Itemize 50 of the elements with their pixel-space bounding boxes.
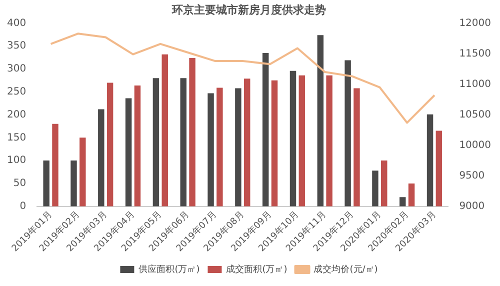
y2-tick-label: 9000 xyxy=(459,200,485,212)
bar xyxy=(98,109,104,206)
bar xyxy=(152,78,160,206)
y-tick-label: 150 xyxy=(6,132,26,144)
bar xyxy=(216,88,223,206)
bar xyxy=(426,114,434,206)
y2-tick-label: 11500 xyxy=(459,48,491,60)
y-tick-label: 0 xyxy=(20,200,26,212)
y2-tick-label: 10000 xyxy=(459,140,491,151)
y-tick-label: 200 xyxy=(6,109,26,120)
legend-label: 成交均价(元/㎡) xyxy=(314,264,378,275)
bar xyxy=(298,75,306,206)
y2-tick-label: 11000 xyxy=(459,78,491,90)
bar xyxy=(52,124,58,206)
bar xyxy=(290,70,296,206)
bar xyxy=(408,183,415,206)
bar xyxy=(317,35,324,206)
bar xyxy=(70,160,77,206)
bar xyxy=(208,93,214,206)
bar xyxy=(400,197,406,206)
bar xyxy=(235,88,242,206)
bar xyxy=(326,75,332,206)
bar xyxy=(43,160,50,206)
bar xyxy=(162,54,168,206)
y-tick-label: 50 xyxy=(13,178,26,190)
y-tick-label: 250 xyxy=(6,86,26,98)
bar xyxy=(106,82,114,206)
y-tick-label: 300 xyxy=(6,64,26,75)
y-tick-label: 100 xyxy=(6,155,26,166)
legend-label: 成交面积(万㎡) xyxy=(226,264,288,275)
bar xyxy=(372,170,378,206)
bar xyxy=(354,88,360,206)
y-tick-label: 400 xyxy=(6,18,26,29)
bar xyxy=(189,58,196,206)
chart-title: 环京主要城市新房月度供求走势 xyxy=(171,3,326,16)
bar xyxy=(244,78,250,206)
bar xyxy=(180,78,186,206)
bar xyxy=(381,160,388,206)
bar xyxy=(344,60,351,206)
y2-tick-label: 12000 xyxy=(459,18,491,29)
y-tick-label: 350 xyxy=(6,40,26,52)
bar xyxy=(271,80,278,206)
bar xyxy=(125,98,132,206)
bar xyxy=(262,52,269,206)
y2-tick-label: 10500 xyxy=(459,109,491,120)
bar xyxy=(134,85,141,206)
legend-label: 供应面积(万㎡) xyxy=(138,264,200,275)
bar xyxy=(80,138,86,206)
y2-tick-label: 9500 xyxy=(459,170,485,182)
bar xyxy=(436,130,442,206)
